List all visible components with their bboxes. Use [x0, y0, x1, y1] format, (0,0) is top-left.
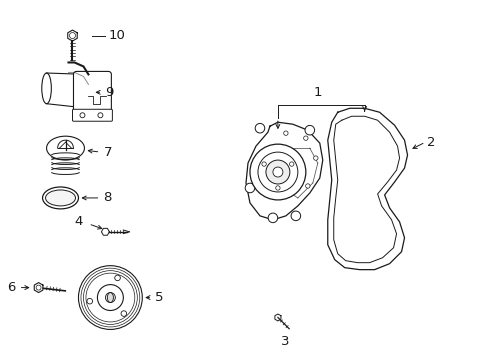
Circle shape [250, 144, 306, 200]
Circle shape [314, 156, 318, 160]
Circle shape [105, 293, 115, 302]
FancyBboxPatch shape [73, 109, 112, 121]
Text: 7: 7 [103, 145, 112, 159]
Polygon shape [328, 108, 408, 270]
Circle shape [291, 211, 301, 221]
Polygon shape [246, 122, 323, 220]
Circle shape [121, 311, 126, 316]
Circle shape [98, 285, 123, 310]
Circle shape [258, 152, 298, 192]
Text: 10: 10 [108, 29, 125, 42]
Text: 2: 2 [427, 136, 436, 149]
Polygon shape [34, 283, 43, 293]
Text: 6: 6 [7, 281, 16, 294]
FancyBboxPatch shape [74, 71, 111, 115]
Text: 4: 4 [74, 215, 82, 228]
Ellipse shape [46, 190, 75, 206]
Circle shape [276, 186, 280, 190]
Circle shape [290, 162, 294, 166]
Text: 8: 8 [103, 192, 112, 204]
Text: 5: 5 [155, 291, 164, 304]
Circle shape [255, 123, 265, 133]
Ellipse shape [42, 73, 51, 104]
Circle shape [115, 275, 121, 281]
Circle shape [78, 266, 142, 329]
Circle shape [87, 298, 93, 304]
Circle shape [306, 184, 310, 188]
Text: 3: 3 [281, 336, 289, 348]
Polygon shape [101, 228, 109, 235]
Circle shape [284, 131, 288, 135]
Polygon shape [275, 314, 281, 321]
Ellipse shape [43, 187, 78, 209]
Circle shape [262, 162, 266, 166]
Polygon shape [68, 30, 77, 41]
Text: 9: 9 [105, 86, 114, 99]
Circle shape [273, 167, 283, 177]
Circle shape [266, 160, 290, 184]
Circle shape [305, 125, 315, 135]
Circle shape [304, 136, 308, 140]
Circle shape [268, 213, 278, 222]
Ellipse shape [47, 136, 84, 160]
Text: 1: 1 [314, 86, 322, 99]
Circle shape [245, 183, 255, 193]
